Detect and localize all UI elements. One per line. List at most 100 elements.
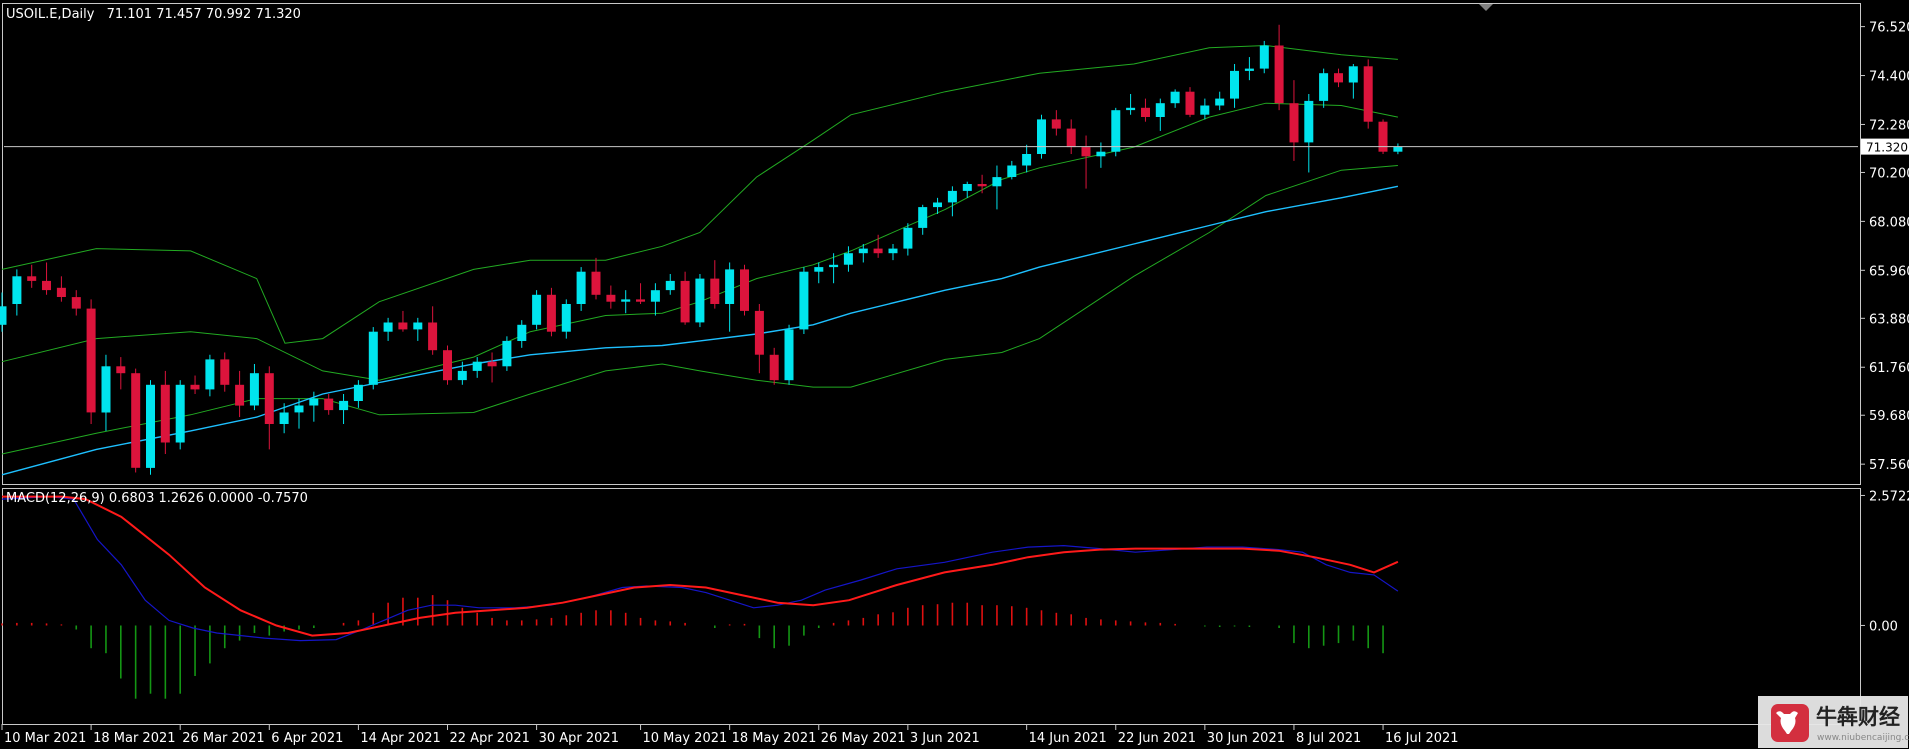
candle-body <box>977 184 987 187</box>
candle <box>665 274 675 295</box>
candle <box>413 317 423 341</box>
time-tick-label: 14 Jun 2021 <box>1029 731 1107 746</box>
candle-body <box>1096 151 1106 157</box>
candle <box>398 310 408 332</box>
candle <box>1170 89 1180 108</box>
candle-body <box>428 322 438 351</box>
watermark-url: www.niubencaijing.com <box>1817 733 1909 743</box>
candle-body <box>131 373 141 468</box>
candle-body <box>1393 146 1403 152</box>
candle-body <box>1111 110 1121 152</box>
candle-body <box>1244 68 1254 71</box>
macd-tick-label: 0.00 <box>1869 620 1898 635</box>
moving-average-line <box>1 185 1399 476</box>
candle <box>383 317 393 341</box>
candle-body <box>546 294 556 332</box>
candle <box>1244 57 1254 81</box>
candle-body <box>1274 45 1284 104</box>
macd-tick-label: 2.5722 <box>1869 490 1909 505</box>
candle-body <box>1037 119 1046 154</box>
candle-body <box>1319 73 1329 101</box>
candle <box>858 244 868 263</box>
candle <box>71 290 81 316</box>
candle-body <box>799 271 809 330</box>
candle <box>1274 24 1284 111</box>
candle <box>517 320 527 348</box>
candle <box>888 244 898 261</box>
macd-panel[interactable] <box>2 488 1861 725</box>
candle-body <box>1289 103 1299 143</box>
candle-body <box>665 280 675 291</box>
candle <box>1334 68 1343 88</box>
time-tick-label: 14 Apr 2021 <box>360 731 440 746</box>
candle <box>710 260 720 309</box>
time-tick-label: 18 Mar 2021 <box>93 731 175 746</box>
candle-body <box>947 190 957 203</box>
candle-body <box>383 322 393 332</box>
candle-body <box>1185 91 1195 115</box>
candle <box>309 391 319 422</box>
candle-body <box>814 267 824 272</box>
candle <box>502 336 512 371</box>
candle-body <box>561 304 571 332</box>
candle-body <box>903 227 913 249</box>
candle-body <box>858 248 868 254</box>
candle <box>1393 143 1403 155</box>
candle-body <box>1259 45 1269 69</box>
bollinger-upper-line <box>1 44 1398 344</box>
candle-body <box>398 322 408 330</box>
candle <box>873 234 883 258</box>
candle-body <box>160 384 170 443</box>
candle <box>903 223 913 256</box>
candle <box>1155 98 1165 131</box>
candle <box>428 306 438 355</box>
candle-body <box>42 280 51 291</box>
candle <box>1051 110 1061 136</box>
candle <box>918 204 928 235</box>
candle-body <box>517 324 527 341</box>
candle <box>116 357 126 390</box>
candle-body <box>650 290 660 302</box>
price-panel[interactable] <box>2 3 1861 485</box>
time-tick-label: 26 Mar 2021 <box>182 731 264 746</box>
current-price-tag <box>1861 138 1909 155</box>
candle <box>472 357 482 378</box>
candle-body <box>962 184 972 191</box>
bull-logo-icon <box>1771 704 1809 742</box>
time-tick-label: 16 Jul 2021 <box>1385 731 1459 746</box>
candle-body <box>12 276 22 304</box>
candle <box>443 345 452 385</box>
current-price-line: 71.320 <box>4 138 1909 155</box>
time-tick-label: 10 Mar 2021 <box>4 731 86 746</box>
candle-body <box>888 248 898 254</box>
candle <box>56 276 66 302</box>
candle-body <box>636 299 645 302</box>
candle <box>947 186 957 217</box>
time-axis: 10 Mar 2021 18 Mar 2021 26 Mar 2021 6 Apr 2… <box>1 724 1459 746</box>
candle-body <box>784 329 794 381</box>
candle-body <box>457 370 467 381</box>
candle <box>1289 80 1299 161</box>
candle-body <box>1200 105 1210 115</box>
candle-body <box>606 294 616 302</box>
candle-body <box>190 384 200 390</box>
candle-body <box>1363 66 1373 122</box>
candle <box>1304 94 1314 173</box>
price-axis: 76.520 74.400 72.280 70.200 68.080 65.960 63.8… <box>1860 21 1909 473</box>
candle-body <box>1230 70 1239 99</box>
candle <box>86 299 96 424</box>
candle-body <box>1051 119 1061 129</box>
time-tick-label: 30 Apr 2021 <box>539 731 619 746</box>
time-tick-label: 30 Jun 2021 <box>1207 731 1285 746</box>
shift-marker-icon[interactable] <box>1479 4 1493 11</box>
candle-body <box>86 308 96 413</box>
candle <box>843 246 853 272</box>
candle-body <box>754 310 764 355</box>
watermark: 牛犇财经 www.niubencaijing.com <box>1758 696 1909 748</box>
candle-body <box>279 412 289 424</box>
candle <box>621 290 631 314</box>
candle <box>42 262 51 295</box>
candle-body <box>0 306 7 325</box>
